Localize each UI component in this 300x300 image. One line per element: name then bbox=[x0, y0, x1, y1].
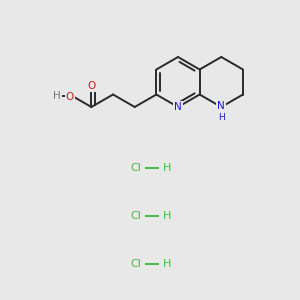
Text: Cl: Cl bbox=[130, 163, 141, 173]
Text: N: N bbox=[174, 102, 182, 112]
Text: H: H bbox=[53, 92, 61, 101]
Text: H: H bbox=[163, 163, 171, 173]
Text: H: H bbox=[218, 113, 225, 122]
Text: O: O bbox=[66, 92, 74, 102]
Text: Cl: Cl bbox=[130, 211, 141, 221]
Text: H: H bbox=[163, 259, 171, 269]
Text: Cl: Cl bbox=[130, 259, 141, 269]
Text: O: O bbox=[87, 81, 95, 91]
Text: H: H bbox=[163, 211, 171, 221]
Text: N: N bbox=[218, 101, 225, 111]
